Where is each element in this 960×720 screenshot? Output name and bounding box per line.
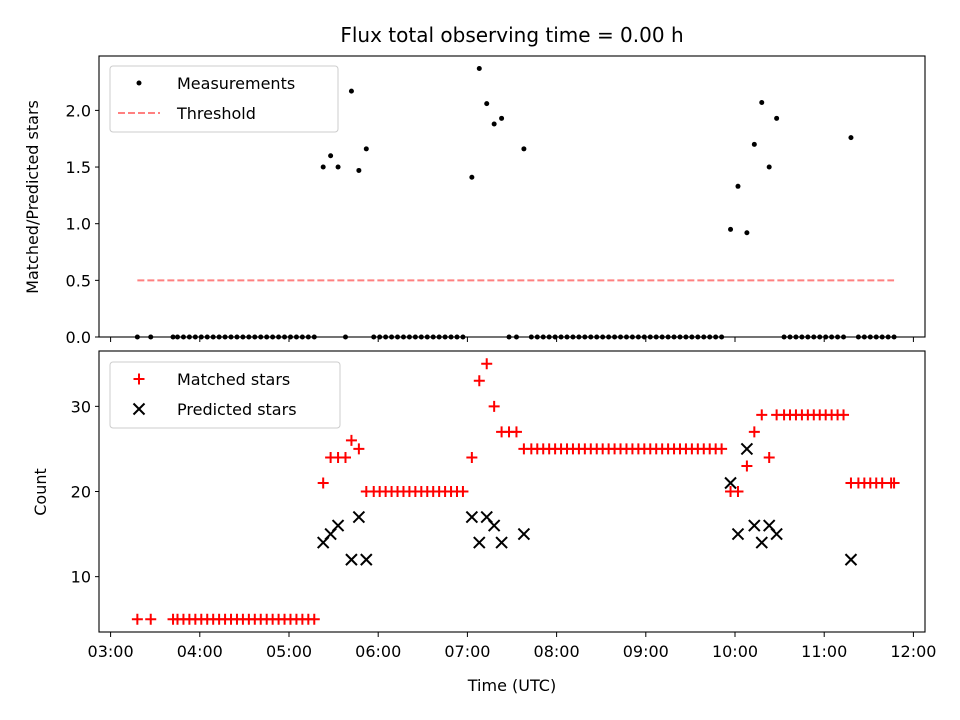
- top-legend: Measurements Threshold: [109, 65, 339, 133]
- measurement-point: [728, 226, 734, 232]
- matched-star-point: [888, 477, 900, 489]
- predicted-star-point: [352, 510, 366, 524]
- predicted-star-point: [465, 510, 479, 524]
- matched-star-point: [457, 486, 469, 497]
- matched-star-point: [131, 613, 143, 625]
- measurement-point: [484, 101, 490, 107]
- matched-star-point: [473, 375, 485, 387]
- measurement-point: [335, 164, 341, 170]
- legend-threshold-label: Threshold: [176, 104, 256, 123]
- x-tick-label: 08:00: [534, 642, 580, 661]
- measurement-point: [348, 88, 354, 94]
- matched-star-point: [466, 451, 478, 463]
- x-axis-label: Time (UTC): [467, 676, 556, 695]
- predicted-star-point: [345, 553, 358, 566]
- matched-star-point: [838, 409, 850, 421]
- matched-star-point: [317, 477, 329, 489]
- predicted-star-point: [495, 536, 508, 549]
- top-y-tick-label: 0.0: [66, 328, 91, 347]
- bottom-plot-area: [131, 358, 900, 625]
- bottom-legend-box: [109, 361, 341, 429]
- legend-matched-marker: [133, 373, 145, 385]
- measurement-point: [735, 183, 741, 189]
- measurement-point: [491, 121, 497, 127]
- predicted-star-point: [740, 442, 754, 456]
- predicted-star-point: [487, 519, 501, 532]
- predicted-star-point: [844, 553, 858, 566]
- x-tick-label: 12:00: [890, 642, 936, 661]
- measurement-point: [744, 230, 750, 236]
- bottom-y-axis-label: Count: [31, 468, 50, 516]
- matched-star-point: [748, 426, 760, 438]
- matched-star-point: [353, 443, 365, 455]
- legend-measurements-marker: [136, 80, 142, 86]
- matched-star-point: [339, 451, 351, 463]
- measurement-point: [751, 141, 757, 147]
- measurement-point: [469, 174, 475, 180]
- measurement-point: [363, 146, 369, 152]
- measurement-point: [356, 167, 362, 173]
- matched-star-point: [488, 400, 500, 412]
- matched-star-point: [345, 434, 357, 446]
- top-x-ticks: [110, 337, 914, 342]
- top-y-tick-label: 0.5: [66, 271, 91, 290]
- predicted-star-point: [748, 519, 761, 532]
- x-tick-label: 11:00: [801, 642, 847, 661]
- measurement-point: [476, 65, 482, 71]
- legend-predicted-label: Predicted stars: [177, 400, 297, 419]
- matched-star-point: [756, 409, 768, 421]
- measurement-point: [320, 164, 326, 170]
- top-plot-area: [134, 65, 897, 340]
- x-tick-label: 05:00: [266, 642, 312, 661]
- top-y-axis-label: Matched/Predicted stars: [23, 100, 42, 294]
- measurement-point: [328, 153, 334, 159]
- predicted-star-point: [473, 536, 486, 549]
- measurement-point: [521, 146, 527, 152]
- matched-star-point: [145, 613, 157, 625]
- legend-measurements-label: Measurements: [177, 74, 295, 93]
- top-legend-box: [109, 65, 339, 133]
- measurement-point: [499, 115, 505, 121]
- matched-star-point: [308, 613, 320, 625]
- bottom-y-tick-label: 20: [71, 483, 91, 502]
- predicted-star-point: [360, 553, 373, 566]
- bottom-y-tick-label: 10: [71, 568, 91, 587]
- predicted-star-point: [517, 527, 531, 541]
- top-y-tick-label: 1.0: [66, 215, 91, 234]
- matched-star-point: [481, 358, 493, 370]
- x-tick-label: 07:00: [444, 642, 490, 661]
- measurement-point: [848, 135, 854, 141]
- predicted-star-point: [731, 527, 745, 541]
- matched-star-point: [510, 426, 522, 438]
- chart-title: Flux total observing time = 0.00 h: [340, 23, 683, 47]
- x-tick-label: 03:00: [88, 642, 134, 661]
- predicted-star-point: [724, 476, 737, 490]
- legend-predicted-marker: [132, 402, 146, 416]
- bottom-legend: Matched stars Predicted stars: [109, 361, 341, 429]
- legend-matched-label: Matched stars: [177, 370, 290, 389]
- top-y-tick-label: 1.5: [66, 158, 91, 177]
- top-axes-frame: [98, 55, 926, 338]
- x-tick-label: 09:00: [623, 642, 669, 661]
- bottom-y-tick-label: 30: [71, 397, 91, 416]
- x-tick-label: 10:00: [712, 642, 758, 661]
- matched-star-point: [741, 460, 753, 472]
- matched-star-point: [732, 486, 744, 497]
- x-tick-label: 04:00: [177, 642, 223, 661]
- predicted-star-point: [755, 536, 768, 549]
- top-y-tick-label: 2.0: [66, 101, 91, 120]
- predicted-star-point: [331, 519, 345, 532]
- matched-star-point: [716, 443, 728, 455]
- measurement-point: [759, 99, 765, 105]
- measurement-point: [766, 164, 772, 170]
- matched-star-point: [763, 451, 775, 463]
- bottom-x-ticks: 03:00 04:00 05:00 06:00 07:00 08:00 09:00 10:00…: [88, 632, 936, 661]
- x-tick-label: 06:00: [355, 642, 401, 661]
- top-y-ticks: 0.0 0.5 1.0 1.5 2.0: [66, 101, 99, 347]
- predicted-star-point: [770, 527, 783, 541]
- measurement-point: [774, 115, 780, 121]
- bottom-y-ticks: 10 20 30: [71, 397, 99, 587]
